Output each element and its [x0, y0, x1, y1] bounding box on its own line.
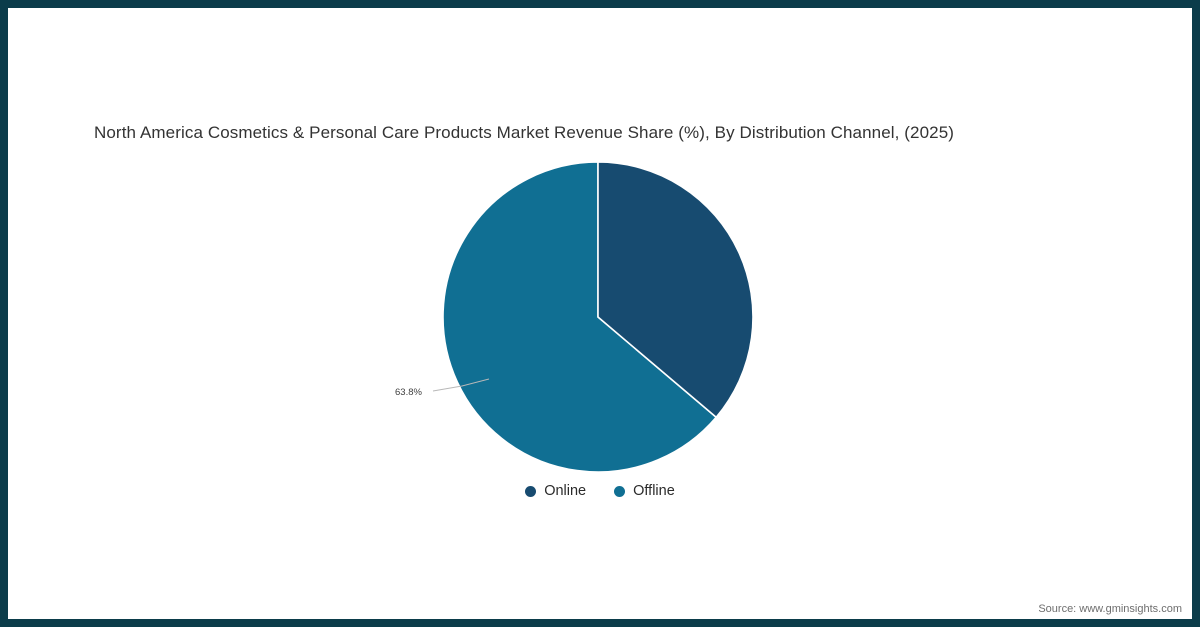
frame-border-top	[0, 0, 1200, 8]
frame-border-bottom	[0, 619, 1200, 627]
source-note: Source: www.gminsights.com	[1038, 603, 1182, 615]
chart-title: North America Cosmetics & Personal Care …	[94, 123, 955, 142]
legend-item-online[interactable]: Online	[525, 484, 586, 499]
pie-label-offline: 63.8%	[395, 387, 422, 398]
legend-label-offline: Offline	[633, 483, 675, 499]
pie-slice-online[interactable]	[597, 161, 754, 419]
legend-item-offline[interactable]: Offline	[614, 484, 675, 499]
frame-border-right	[1192, 0, 1200, 627]
legend-marker-offline-icon	[614, 485, 626, 497]
chart-legend: Online Offline	[0, 484, 1200, 499]
pie-slices	[442, 161, 754, 473]
frame-border-left	[0, 0, 8, 627]
legend-label-online: Online	[544, 483, 587, 499]
legend-marker-online-icon	[525, 485, 537, 497]
